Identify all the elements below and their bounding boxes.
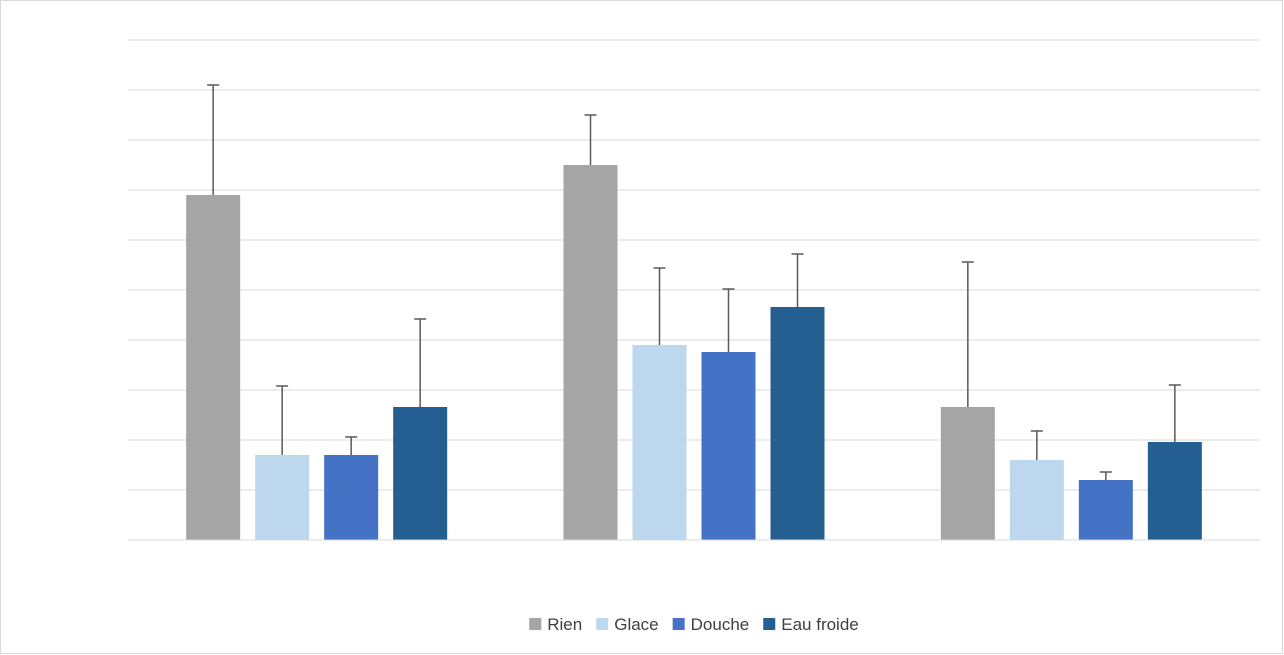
legend-swatch [596,618,609,630]
bar [632,345,687,540]
bar [186,195,241,540]
bar [563,165,618,540]
bar [770,307,825,540]
legend-swatch [672,618,685,630]
bar [393,407,448,540]
bar [701,352,756,540]
legend-label: Rien [547,615,582,634]
bar [255,455,310,540]
legend-swatch [529,618,542,630]
bar [940,407,995,540]
legend-label: Glace [614,615,658,634]
bar [1009,460,1064,540]
legend-label: Douche [691,615,750,634]
bar [324,455,379,540]
bar [1078,480,1133,540]
bar [1147,442,1202,540]
legend-swatch [763,618,776,630]
legend-label: Eau froide [781,615,859,634]
